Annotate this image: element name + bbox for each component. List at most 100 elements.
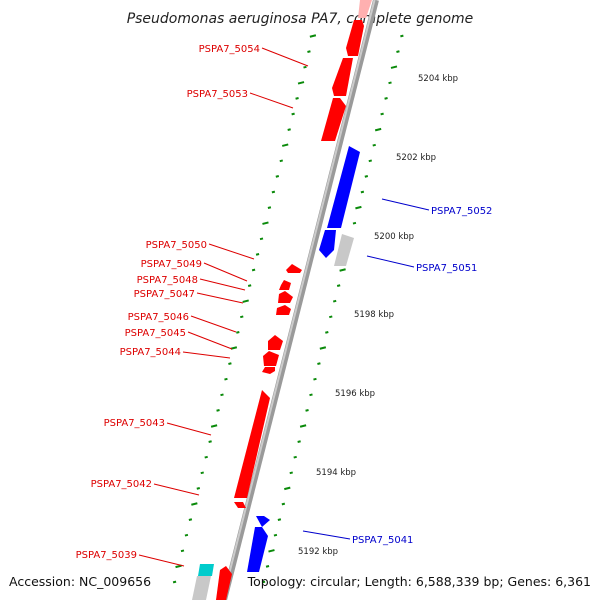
- reverse-strand-genes: [216, 20, 364, 600]
- gc-tick: [319, 346, 327, 350]
- gc-tick: [240, 315, 244, 319]
- gc-tick: [396, 50, 400, 53]
- gene-5048[interactable]: [278, 291, 293, 303]
- gene-5041-a[interactable]: [256, 516, 270, 527]
- gene-5049[interactable]: [279, 280, 291, 290]
- gene-5045[interactable]: [263, 351, 279, 366]
- gene-5050[interactable]: [286, 264, 302, 273]
- label-PSPA7-5054[interactable]: PSPA7_5054: [199, 44, 260, 55]
- label-PSPA7-5041[interactable]: PSPA7_5041: [352, 535, 413, 546]
- gc-tick: [273, 533, 278, 537]
- gc-tick: [277, 518, 282, 521]
- gc-tick: [352, 221, 357, 225]
- gene-5043[interactable]: [234, 390, 270, 498]
- gc-tick: [188, 518, 193, 521]
- gc-tick: [291, 112, 295, 116]
- gc-tick: [325, 331, 329, 334]
- tick-label-5196: 5196 kbp: [335, 389, 375, 399]
- gc-tick: [224, 377, 228, 381]
- gc-tick: [180, 549, 185, 553]
- gene-5051[interactable]: [319, 230, 336, 258]
- label-PSPA7-5049[interactable]: PSPA7_5049: [141, 259, 202, 270]
- gc-tick: [388, 81, 392, 85]
- gc-tick: [268, 549, 275, 553]
- gc-tick: [281, 502, 286, 506]
- gc-tick: [236, 331, 240, 334]
- gc-tick: [261, 580, 266, 584]
- gc-tick: [210, 424, 218, 428]
- gc-tick: [196, 487, 201, 490]
- gc-tick: [380, 112, 384, 116]
- label-PSPA7-5053[interactable]: PSPA7_5053: [187, 89, 248, 100]
- tick-label-5204: 5204 kbp: [418, 74, 458, 84]
- gc-tick: [317, 362, 321, 365]
- gc-tick: [309, 393, 313, 397]
- gc-tick: [400, 34, 404, 38]
- gene-5039[interactable]: [216, 566, 232, 600]
- gc-tick: [313, 377, 317, 381]
- gc-tick: [259, 237, 264, 241]
- topology-text: Topology: circular; Length: 6,588,339 bp…: [247, 574, 591, 589]
- gene-5044[interactable]: [262, 367, 275, 374]
- gc-tick: [305, 409, 309, 412]
- pseudo-gene-5051: [334, 234, 354, 266]
- gc-tick: [271, 190, 276, 194]
- label-PSPA7-5042[interactable]: PSPA7_5042: [91, 479, 152, 490]
- gc-tick: [332, 299, 337, 303]
- gene-5052[interactable]: [327, 146, 360, 228]
- rna-feature: [198, 564, 214, 576]
- gene-labels-right: PSPA7_5052 PSPA7_5051 PSPA7_5041: [352, 206, 492, 546]
- kbp-ticks: 5204 kbp 5202 kbp 5200 kbp 5198 kbp 5196…: [298, 74, 458, 557]
- pseudo-feature: [192, 576, 211, 600]
- gc-tick: [336, 284, 341, 287]
- gc-tick: [242, 299, 249, 303]
- gc-content-ring: [172, 34, 404, 584]
- gene-5054[interactable]: [346, 20, 364, 56]
- label-PSPA7-5050[interactable]: PSPA7_5050: [146, 240, 207, 251]
- gc-tick: [281, 143, 289, 147]
- gc-tick: [368, 159, 373, 163]
- gc-tick: [204, 455, 208, 459]
- gene-5047[interactable]: [276, 305, 291, 315]
- label-PSPA7-5047[interactable]: PSPA7_5047: [134, 289, 195, 300]
- label-PSPA7-5039[interactable]: PSPA7_5039: [76, 550, 137, 561]
- tick-label-5202: 5202 kbp: [396, 153, 436, 163]
- gene-5053[interactable]: [321, 98, 346, 141]
- accession-text: Accession: NC_009656: [9, 574, 151, 589]
- faded-genes: [358, 0, 372, 18]
- gc-tick: [384, 97, 388, 100]
- tick-label-5198: 5198 kbp: [354, 310, 394, 320]
- gene-5053-a[interactable]: [332, 58, 353, 96]
- label-PSPA7-5045[interactable]: PSPA7_5045: [125, 328, 186, 339]
- gc-tick: [360, 190, 365, 194]
- gc-tick: [372, 143, 376, 147]
- label-PSPA7-5052[interactable]: PSPA7_5052: [431, 206, 492, 217]
- gc-tick: [374, 127, 382, 132]
- gc-tick: [355, 205, 362, 210]
- genome-backbone: [221, 0, 379, 600]
- gc-tick: [208, 440, 212, 443]
- label-PSPA7-5046[interactable]: PSPA7_5046: [128, 312, 189, 323]
- gene-5046[interactable]: [268, 335, 283, 350]
- leader-lines-right: [302, 198, 430, 540]
- gene-5042[interactable]: [234, 502, 246, 508]
- gc-tick: [299, 424, 307, 428]
- label-PSPA7-5051[interactable]: PSPA7_5051: [416, 263, 477, 274]
- tick-label-5200: 5200 kbp: [374, 232, 414, 242]
- label-PSPA7-5043[interactable]: PSPA7_5043: [104, 418, 165, 429]
- gc-tick: [265, 565, 270, 568]
- gc-tick: [390, 65, 398, 69]
- gc-tick: [184, 533, 189, 537]
- gc-tick: [297, 440, 301, 443]
- gene-5041[interactable]: [247, 527, 268, 572]
- gc-tick: [303, 65, 307, 69]
- gc-tick: [200, 471, 204, 475]
- label-PSPA7-5044[interactable]: PSPA7_5044: [120, 347, 181, 358]
- gc-tick: [216, 409, 220, 412]
- gc-tick: [287, 128, 291, 131]
- label-PSPA7-5048[interactable]: PSPA7_5048: [137, 275, 198, 286]
- gc-tick: [247, 284, 252, 287]
- gc-tick: [339, 268, 346, 272]
- gc-tick: [289, 471, 293, 475]
